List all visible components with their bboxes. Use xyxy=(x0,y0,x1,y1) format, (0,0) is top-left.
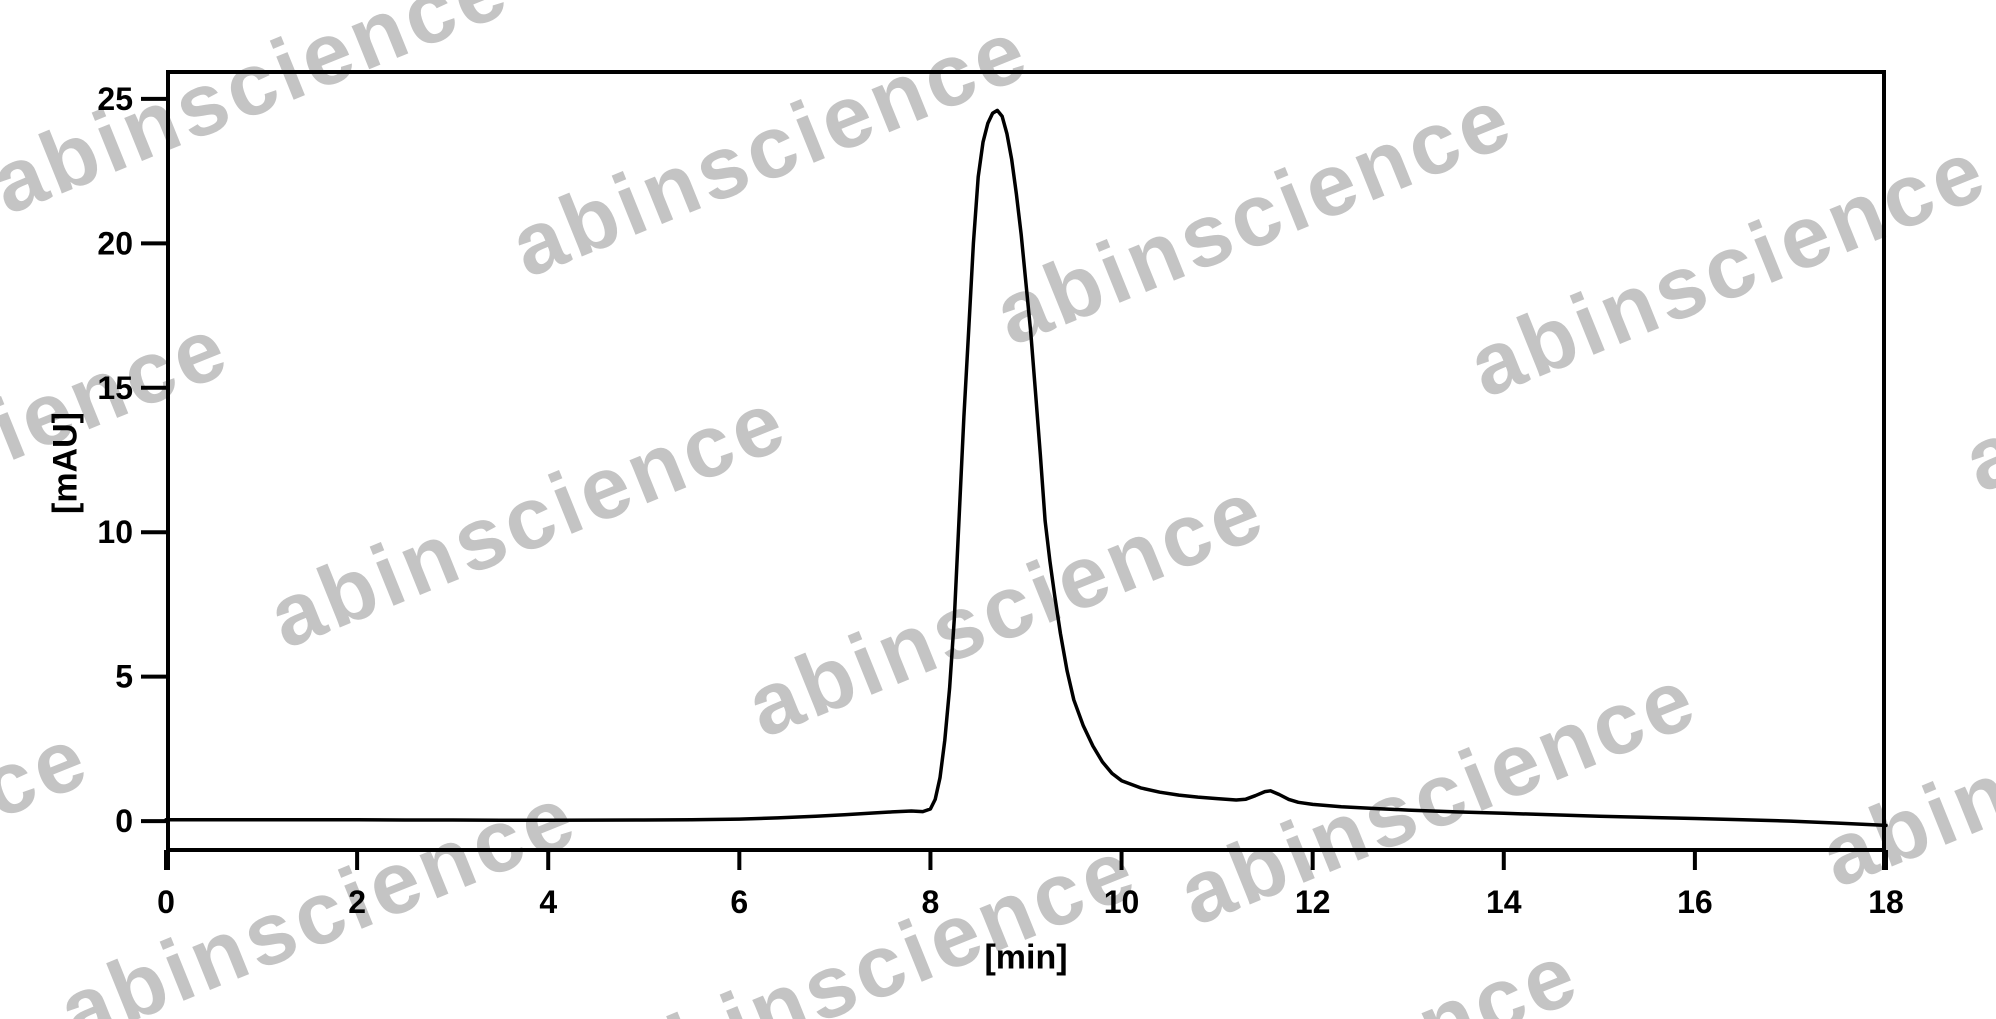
x-tick-label: 18 xyxy=(1868,884,1904,920)
y-tick-label: 10 xyxy=(97,514,133,550)
x-tick-label: 6 xyxy=(730,884,748,920)
x-tick-label: 10 xyxy=(1104,884,1140,920)
x-tick-label: 14 xyxy=(1486,884,1522,920)
x-tick-label: 12 xyxy=(1295,884,1331,920)
x-tick-label: 2 xyxy=(348,884,366,920)
y-tick-label: 15 xyxy=(97,370,133,406)
x-tick-label: 8 xyxy=(922,884,940,920)
x-tick-label: 0 xyxy=(157,884,175,920)
y-tick-label: 0 xyxy=(115,803,133,839)
x-axis-title: [min] xyxy=(984,938,1068,977)
signal-trace xyxy=(164,108,1888,828)
y-axis-title: [mAU] xyxy=(46,412,85,514)
x-tick-label: 4 xyxy=(539,884,557,920)
y-tick-label: 5 xyxy=(115,659,133,695)
y-tick-label: 20 xyxy=(97,225,133,261)
x-tick-label: 16 xyxy=(1677,884,1713,920)
y-tick-label: 25 xyxy=(97,81,133,117)
